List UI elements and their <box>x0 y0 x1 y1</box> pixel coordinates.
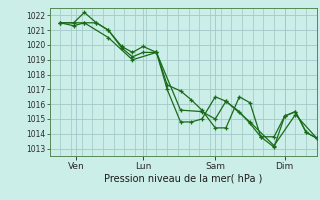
X-axis label: Pression niveau de la mer( hPa ): Pression niveau de la mer( hPa ) <box>104 173 262 183</box>
